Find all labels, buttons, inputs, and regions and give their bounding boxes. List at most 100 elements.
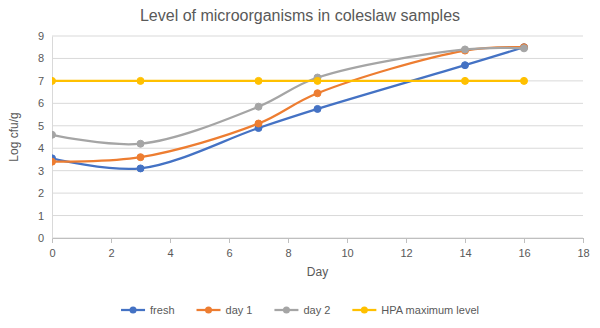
x-tick-label: 10	[341, 247, 353, 259]
grid-line	[52, 170, 583, 171]
x-axis-title: Day	[307, 265, 328, 279]
series-marker	[462, 62, 469, 69]
x-tick-mark	[229, 238, 230, 243]
grid-line	[52, 125, 583, 126]
grid-line	[52, 103, 583, 104]
y-tick: 5	[38, 120, 52, 132]
series-marker	[137, 140, 144, 147]
x-tick-label: 18	[577, 247, 589, 259]
y-tick-label: 1	[38, 210, 44, 222]
series-marker	[52, 131, 56, 138]
series-marker	[255, 77, 262, 84]
x-tick-label: 16	[518, 247, 530, 259]
series-marker	[52, 158, 56, 165]
y-tick-label: 0	[38, 232, 44, 244]
y-axis-title: Log cfu/g	[7, 112, 21, 161]
legend-item: fresh	[121, 304, 174, 316]
x-tick-mark	[524, 238, 525, 243]
x-tick: 14	[459, 238, 471, 259]
series-marker	[521, 77, 528, 84]
y-tick: 6	[38, 97, 52, 109]
x-tick-label: 6	[226, 247, 232, 259]
grid-line	[52, 193, 583, 194]
legend-item: day 2	[274, 304, 330, 316]
series-marker	[314, 105, 321, 112]
legend-swatch-marker	[130, 307, 137, 314]
x-tick-mark	[170, 238, 171, 243]
y-tick-label: 7	[38, 75, 44, 87]
series-marker	[255, 103, 262, 110]
x-tick-mark	[288, 238, 289, 243]
x-tick: 16	[518, 238, 530, 259]
series-line	[52, 48, 524, 144]
chart-container: 0246810121416180123456789Level of microo…	[0, 0, 600, 328]
legend: fresh day 1 day 2 HPA maximum level	[121, 304, 479, 316]
y-tick: 9	[38, 30, 52, 42]
y-tick-label: 5	[38, 120, 44, 132]
series-marker	[137, 165, 144, 172]
x-tick-label: 8	[285, 247, 291, 259]
grid	[52, 36, 583, 238]
x-tick-mark	[583, 238, 584, 243]
y-tick: 2	[38, 187, 52, 199]
chart-title: Level of microorganisms in coleslaw samp…	[140, 7, 460, 24]
x-tick: 12	[400, 238, 412, 259]
y-tick: 0	[38, 232, 52, 244]
series-group	[52, 44, 528, 172]
x-tick-mark	[465, 238, 466, 243]
x-tick-mark	[406, 238, 407, 243]
x-tick-label: 14	[459, 247, 471, 259]
y-tick: 8	[38, 52, 52, 64]
series-line	[52, 47, 524, 169]
y-tick: 3	[38, 165, 52, 177]
legend-label: fresh	[150, 304, 174, 316]
grid-line	[52, 215, 583, 216]
grid-line	[52, 238, 583, 239]
x-axis: 0 2 4 6 8 10 12 14 16 18	[49, 238, 589, 259]
legend-swatch-marker	[361, 307, 368, 314]
legend-item: HPA maximum level	[352, 304, 479, 316]
x-tick-mark	[52, 238, 53, 243]
y-tick: 4	[38, 142, 52, 154]
x-tick-label: 12	[400, 247, 412, 259]
series-marker	[52, 77, 56, 84]
plot-area: 0246810121416180123456789	[38, 30, 590, 259]
y-tick-label: 8	[38, 52, 44, 64]
legend-item: day 1	[197, 304, 253, 316]
x-axis-line	[53, 238, 584, 239]
y-tick: 7	[38, 75, 52, 87]
legend-label: day 2	[303, 304, 330, 316]
legend-swatch-marker	[205, 307, 212, 314]
legend-swatch-marker	[283, 307, 290, 314]
x-tick-label: 4	[167, 247, 173, 259]
x-tick: 6	[226, 238, 232, 259]
x-tick-mark	[111, 238, 112, 243]
y-tick-label: 4	[38, 142, 44, 154]
series-line	[52, 80, 524, 82]
series-marker	[137, 77, 144, 84]
series-marker	[314, 90, 321, 97]
series-marker	[137, 154, 144, 161]
x-tick: 2	[108, 238, 114, 259]
legend-label: day 1	[226, 304, 253, 316]
chart-svg: 0246810121416180123456789Level of microo…	[0, 0, 600, 328]
x-tick-mark	[347, 238, 348, 243]
series-marker	[462, 77, 469, 84]
y-tick: 1	[38, 210, 52, 222]
x-tick: 4	[167, 238, 173, 259]
y-tick-label: 6	[38, 97, 44, 109]
series-marker	[462, 46, 469, 53]
x-tick: 0	[49, 238, 55, 259]
series-marker	[314, 77, 321, 84]
series-line	[52, 47, 524, 162]
series-marker	[521, 45, 528, 52]
x-tick: 8	[285, 238, 291, 259]
y-axis: 0 1 2 3 4 5 6 7 8 9	[38, 30, 53, 244]
grid-line	[52, 58, 583, 59]
x-tick: 10	[341, 238, 353, 259]
y-tick-label: 3	[38, 165, 44, 177]
grid-line	[52, 36, 583, 37]
series-marker	[255, 120, 262, 127]
x-tick: 18	[577, 238, 589, 259]
grid-line	[52, 148, 583, 149]
